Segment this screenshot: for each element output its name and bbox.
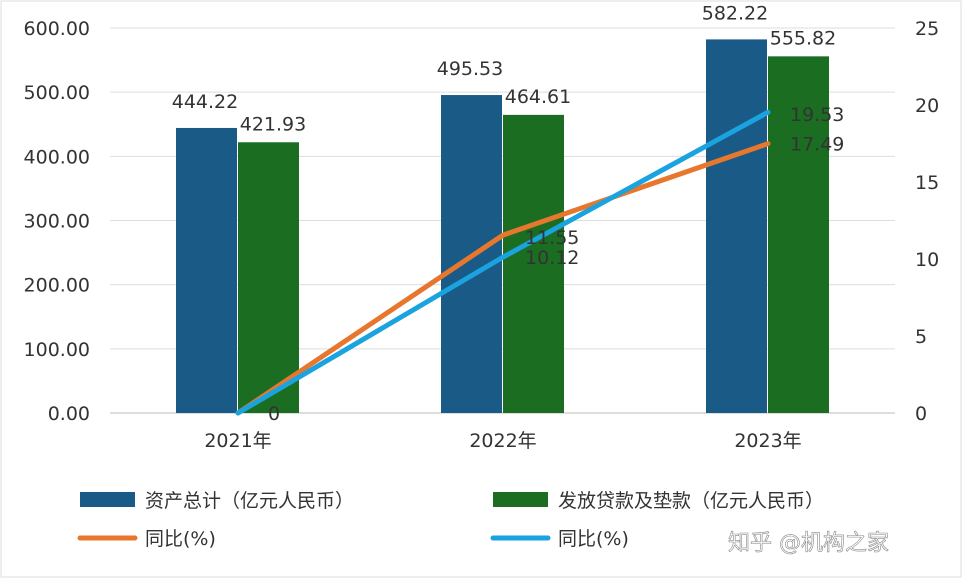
bar <box>176 127 237 413</box>
x-axis-tick: 2021年 <box>204 430 271 452</box>
bar <box>768 56 829 413</box>
left-axis-tick: 0.00 <box>48 403 90 425</box>
bar-data-label: 421.93 <box>240 113 306 135</box>
right-axis-tick: 25 <box>915 18 939 40</box>
bar-data-label: 464.61 <box>505 86 571 108</box>
line-data-label: 19.53 <box>790 104 844 126</box>
right-axis-tick: 10 <box>915 249 939 271</box>
watermark: 知乎 @机构之家 <box>728 531 889 556</box>
bar-data-label: 444.22 <box>172 91 238 113</box>
right-axis-tick: 5 <box>915 326 927 348</box>
left-axis-tick: 200.00 <box>24 275 90 297</box>
legend-label: 同比(%) <box>558 528 629 550</box>
legend-swatch <box>493 492 548 507</box>
line-data-label: 0 <box>268 403 280 425</box>
left-axis-tick: 100.00 <box>24 339 90 361</box>
left-axis-tick: 500.00 <box>24 82 90 104</box>
bar-data-label: 582.22 <box>702 2 768 24</box>
legend-label: 发放贷款及垫款（亿元人民币） <box>558 490 824 512</box>
right-axis-tick: 0 <box>915 403 927 425</box>
right-axis-tick: 15 <box>915 172 939 194</box>
left-axis-tick: 300.00 <box>24 211 90 233</box>
left-axis-tick: 600.00 <box>24 18 90 40</box>
x-axis-tick: 2022年 <box>469 430 536 452</box>
bar <box>706 39 767 413</box>
line-data-label: 10.12 <box>525 247 579 269</box>
bar <box>238 142 299 413</box>
line-series <box>235 141 771 416</box>
line-data-label: 11.55 <box>525 227 579 249</box>
bar-data-label: 495.53 <box>437 58 503 80</box>
right-axis-tick: 20 <box>915 95 939 117</box>
left-axis-tick: 400.00 <box>24 146 90 168</box>
legend-swatch <box>80 492 135 507</box>
legend-label: 同比(%) <box>145 528 216 550</box>
x-axis-tick: 2023年 <box>734 430 801 452</box>
line-data-label: 17.49 <box>790 134 844 156</box>
bar <box>503 114 564 414</box>
legend-label: 资产总计（亿元人民币） <box>145 490 354 512</box>
line-series <box>235 109 771 416</box>
bar-data-label: 555.82 <box>770 27 836 49</box>
